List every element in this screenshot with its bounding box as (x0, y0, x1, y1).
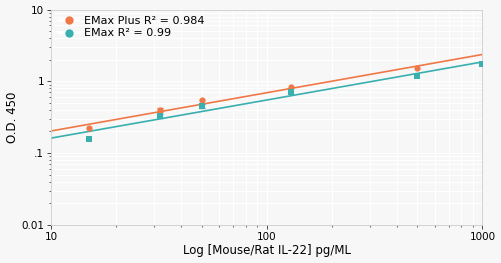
Y-axis label: O.D. 450: O.D. 450 (6, 92, 19, 143)
Legend: EMax Plus R² = 0.984, EMax R² = 0.99: EMax Plus R² = 0.984, EMax R² = 0.99 (55, 13, 207, 42)
X-axis label: Log [Mouse/Rat IL-22] pg/ML: Log [Mouse/Rat IL-22] pg/ML (183, 244, 351, 257)
